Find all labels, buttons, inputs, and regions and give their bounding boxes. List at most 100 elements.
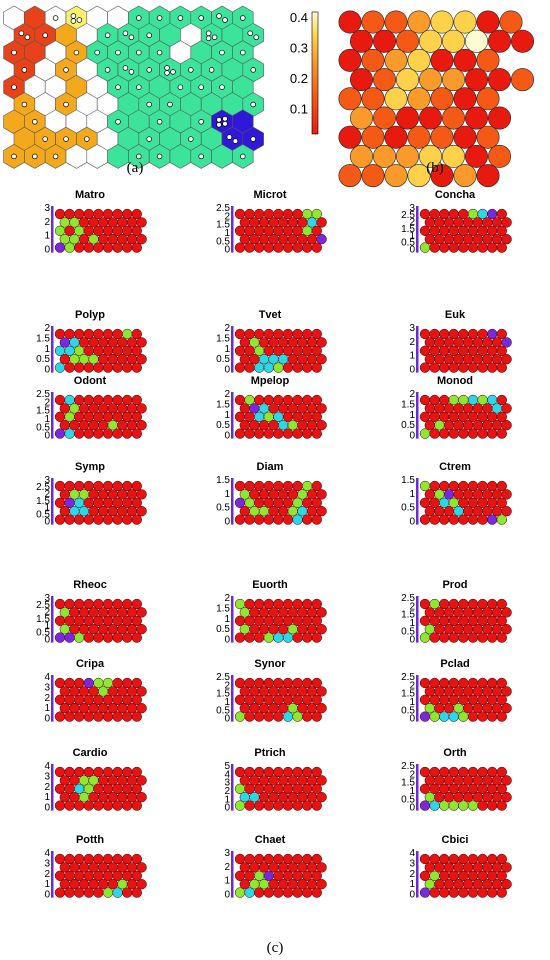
plane-hex-cell [429,242,440,253]
umatrix-cell [349,68,373,92]
plane-hex-cell [126,489,138,500]
plane-hex-cell [244,362,255,373]
umatrix-cell [407,164,431,188]
plane-hex-cell [244,677,255,689]
plane-hex-cell [491,686,503,697]
plane-hex-cell [434,624,445,635]
plane-hex-cell [102,853,114,865]
umatrix-cell [464,106,488,130]
plane-hex-cell [302,514,313,525]
plane-hex-cell [496,615,507,626]
plane-hex-cell [244,694,255,705]
umatrix-cell [407,48,431,72]
plane-hex-cell [131,694,142,705]
plane-hex-cell [78,862,90,873]
plane-hex-cell [302,480,313,492]
plane-hex-cell [439,887,450,898]
plane-tick-label: 4 [44,672,50,683]
plane-tick-label: 1 [224,410,230,421]
component-plane-euorth: Euorth 21.510.50 [216,579,327,646]
plane-hex-cell [258,337,270,348]
plane-tick-label: 0.5 [36,628,50,639]
plane-hex-cell [54,711,66,722]
plane-hex-cell [472,403,483,414]
plane-hex-cell [93,242,104,253]
plane-hex-cell [107,420,118,431]
sample-point [84,136,90,142]
plane-tick-label: 1.5 [216,220,230,231]
plane-hex-cell [74,598,85,610]
sample-point [216,13,222,19]
plane-hex-cell [302,870,313,881]
plane-hex-cell [239,624,250,635]
plane-colorbar [231,478,234,525]
plane-tick-label: 0 [409,517,415,528]
plane-hex-cell [306,337,318,348]
plane-hex-cell [234,766,246,778]
panel-c-component-planes: Matro3210Microt2.521.510.50Concha32.521.… [36,189,512,901]
plane-hex-cell [434,234,445,245]
plane-hex-cell [59,607,70,618]
plane-hex-cell [112,480,123,492]
plane-hex-cell [244,853,255,865]
plane-hex-cell [463,420,474,431]
plane-hex-cell [98,775,109,786]
plane-hex-cell [88,217,99,228]
plane-hex-cell [239,403,250,414]
sample-point [156,119,163,125]
sample-point [104,32,111,39]
plane-hex-cell [316,354,327,365]
plane-tick-label: 0.5 [216,354,230,365]
plane-hex-cell [302,853,313,865]
plane-hex-cell [83,694,94,705]
plane-hex-cell [467,497,479,508]
plane-hex-cell [131,345,142,356]
plane-hex-cell [292,242,303,253]
plane-tick-label: 1 [409,618,415,629]
plane-hex-cell [83,480,94,492]
plane-hex-cell [439,783,450,794]
plane-hex-cell [59,703,70,714]
plane-hex-cell [254,632,265,643]
plane-hex-cell [239,775,250,786]
plane-hex-cell [234,225,246,236]
plane-hex-cell [254,328,265,340]
plane-tick-label: 1 [44,621,50,632]
plane-tick-label: 0 [224,635,230,646]
plane-title: Chaet [255,834,286,846]
plane-hex-cell [268,879,279,890]
plane-hex-cell [107,234,118,245]
plane-tick-label: 3 [224,778,230,789]
plane-hex-cell [83,677,94,689]
plane-hex-cell [74,345,85,356]
plane-hex-cell [64,783,75,794]
plane-colorbar [51,392,54,439]
plane-hex-cell [467,800,479,811]
plane-title: Pclad [440,658,469,670]
plane-hex-cell [287,775,298,786]
plane-hex-cell [282,632,294,643]
plane-hex-cell [429,766,440,778]
plane-hex-cell [419,766,431,778]
plane-hex-cell [107,403,118,414]
plane-hex-cell [439,411,450,422]
sample-point [167,101,173,108]
plane-tick-label: 1 [409,489,415,500]
plane-hex-cell [59,686,70,697]
plane-hex-cell [429,497,440,508]
plane-hex-cell [78,624,90,635]
plane-hex-cell [131,394,142,406]
plane-hex-cell [131,411,142,422]
plane-hex-cell [453,354,464,365]
plane-hex-cell [491,489,503,500]
plane-tick-label: 0.5 [36,354,50,365]
plane-hex-cell [107,862,118,873]
plane-hex-cell [78,686,90,697]
plane-hex-cell [282,887,294,898]
plane-hex-cell [268,862,279,873]
plane-hex-cell [98,703,109,714]
plane-hex-cell [234,598,246,610]
plane-tick-label: 3 [44,771,50,782]
plane-hex-cell [496,783,507,794]
plane-hex-cell [136,506,147,517]
